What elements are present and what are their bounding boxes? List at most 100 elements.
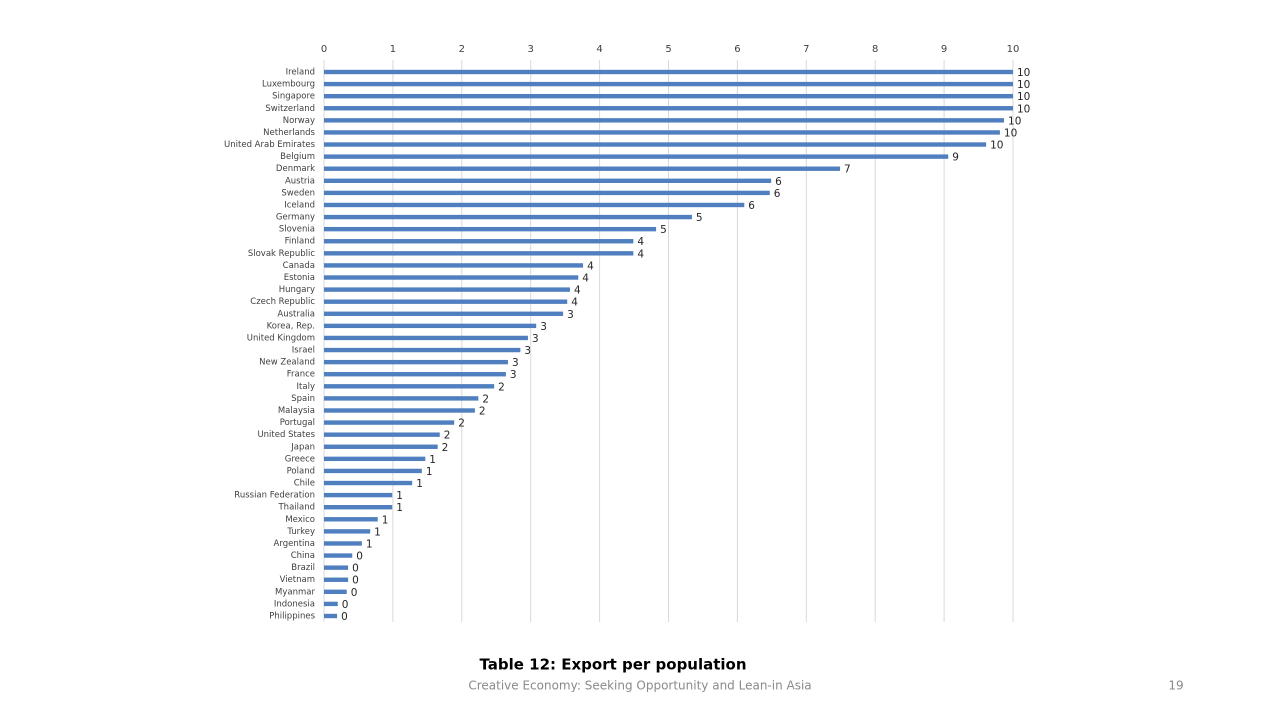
bar xyxy=(324,444,438,449)
value-label: 2 xyxy=(482,393,489,405)
y-tick-label: Canada xyxy=(283,261,315,271)
value-label: 4 xyxy=(637,248,644,260)
y-tick-label: Poland xyxy=(287,466,315,476)
bar xyxy=(324,613,338,619)
value-label: 0 xyxy=(356,551,363,563)
y-tick-label: United Kingdom xyxy=(247,333,315,343)
y-tick-label: Singapore xyxy=(272,92,315,102)
value-label: 10 xyxy=(1017,103,1030,115)
bar xyxy=(324,601,338,607)
value-label: 2 xyxy=(479,405,486,417)
y-tick-label: Portugal xyxy=(280,418,315,428)
x-tick-label: 4 xyxy=(596,44,602,55)
bar xyxy=(324,263,584,268)
value-label: 10 xyxy=(1008,115,1021,127)
bar xyxy=(324,359,508,365)
y-tick-label: China xyxy=(291,551,315,561)
value-label: 2 xyxy=(498,381,505,393)
y-tick-label: Norway xyxy=(283,116,315,126)
value-label: 1 xyxy=(429,454,436,466)
bar xyxy=(324,408,475,413)
bar xyxy=(324,384,495,389)
value-label: 2 xyxy=(444,430,451,442)
bar xyxy=(324,517,378,522)
bar xyxy=(324,468,422,474)
y-tick-label: Iceland xyxy=(284,200,315,210)
value-label: 10 xyxy=(1017,79,1030,91)
bar xyxy=(324,577,349,582)
value-label: 10 xyxy=(1004,127,1017,139)
value-label: 9 xyxy=(952,152,959,164)
value-label: 7 xyxy=(844,164,851,176)
y-tick-label: Slovak Republic xyxy=(248,249,315,259)
y-tick-label: Myanmar xyxy=(275,587,315,597)
bar xyxy=(324,347,521,353)
bar xyxy=(324,541,362,546)
bar xyxy=(324,214,692,220)
value-label: 1 xyxy=(374,526,381,538)
y-tick-label: Japan xyxy=(290,442,315,452)
bar xyxy=(324,420,455,425)
value-label: 0 xyxy=(352,563,359,575)
chart-title: Table 12: Export per population xyxy=(479,656,746,674)
bar xyxy=(324,456,426,462)
y-tick-label: Israel xyxy=(292,346,315,356)
value-label: 3 xyxy=(524,345,531,357)
y-tick-label: New Zealand xyxy=(259,358,315,368)
value-label: 2 xyxy=(458,418,465,430)
bar xyxy=(324,323,537,329)
bar xyxy=(324,553,353,558)
y-tick-label: Vietnam xyxy=(280,575,315,585)
bar xyxy=(324,93,1013,99)
x-tick-label: 2 xyxy=(459,44,465,55)
y-tick-label: Hungary xyxy=(279,285,315,295)
bar xyxy=(324,529,371,534)
x-tick-label: 5 xyxy=(665,44,671,55)
value-label: 1 xyxy=(416,478,423,490)
y-tick-label: Czech Republic xyxy=(250,297,315,307)
bar xyxy=(324,81,1013,87)
value-label: 10 xyxy=(1017,91,1030,103)
page-number: 19 xyxy=(1168,679,1183,693)
value-label: 10 xyxy=(1017,67,1030,79)
value-label: 3 xyxy=(532,333,539,345)
y-tick-label: Estonia xyxy=(284,273,315,283)
value-label: 3 xyxy=(512,357,519,369)
value-label: 0 xyxy=(342,599,349,611)
value-label: 6 xyxy=(775,176,782,188)
y-tick-label: Indonesia xyxy=(274,599,315,609)
footer-text: Creative Economy: Seeking Opportunity an… xyxy=(468,679,811,693)
bar xyxy=(324,190,770,196)
value-label: 10 xyxy=(990,140,1003,152)
bar xyxy=(324,396,479,401)
value-label: 0 xyxy=(352,575,359,587)
value-label: 1 xyxy=(396,490,403,502)
value-label: 0 xyxy=(341,611,348,623)
y-tick-label: Germany xyxy=(276,213,315,223)
value-label: 2 xyxy=(442,442,449,454)
value-label: 5 xyxy=(660,224,667,236)
bar xyxy=(324,226,657,232)
y-tick-label: Ireland xyxy=(286,68,315,78)
y-tick-label: Russian Federation xyxy=(234,491,315,501)
x-tick-label: 1 xyxy=(390,44,396,55)
bar xyxy=(324,154,949,159)
x-tick-label: 6 xyxy=(734,44,740,55)
y-tick-label: Finland xyxy=(285,237,315,247)
bar xyxy=(324,118,1005,123)
bar xyxy=(324,251,634,256)
y-tick-label: Brazil xyxy=(291,563,315,573)
y-tick-label: Slovenia xyxy=(279,225,315,235)
y-tick-label: Turkey xyxy=(286,527,315,537)
bar xyxy=(324,492,393,498)
value-label: 4 xyxy=(587,260,594,272)
y-tick-label: Malaysia xyxy=(278,406,315,416)
bar xyxy=(324,130,1000,135)
y-tick-label: Austria xyxy=(285,176,315,186)
y-tick-label: Switzerland xyxy=(265,104,315,114)
y-tick-label: Greece xyxy=(285,454,315,464)
bar xyxy=(324,480,413,486)
value-label: 0 xyxy=(351,587,358,599)
x-tick-label: 0 xyxy=(321,44,327,55)
bar xyxy=(324,239,634,244)
